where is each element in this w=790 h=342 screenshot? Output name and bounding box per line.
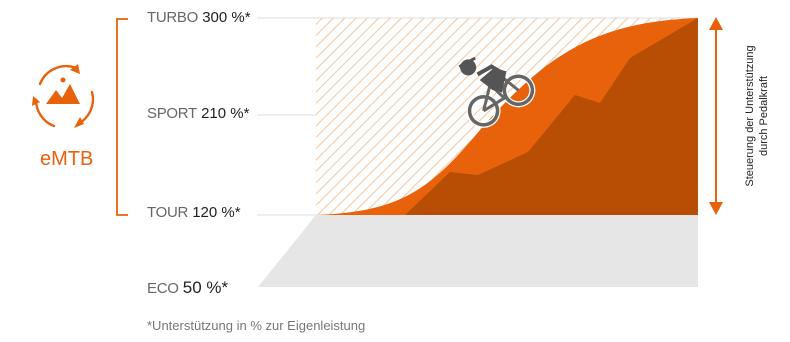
eco-area	[258, 215, 698, 287]
level-value-sport: 210 %*	[201, 105, 250, 122]
double-arrow-icon	[709, 17, 723, 215]
mountain-area	[405, 18, 698, 215]
level-label-eco: ECO 50 %*	[147, 279, 228, 296]
mode-badge-label: eMTB	[40, 148, 94, 170]
side-label-line2: durch Pedalkraft	[758, 76, 770, 156]
level-label-tour: TOUR 120 %*	[147, 205, 241, 220]
level-bracket	[116, 18, 128, 216]
level-value-turbo: 300 %*	[202, 9, 251, 26]
level-name-eco: ECO	[147, 280, 179, 297]
footnote: *Unterstützung in % zur Eigenleistung	[147, 318, 366, 333]
level-value-eco: 50 %*	[182, 278, 229, 297]
level-label-turbo: TURBO 300 %*	[147, 10, 251, 25]
level-value-tour: 120 %*	[192, 204, 241, 221]
side-label-line1: Steuerung der Unterstützung	[744, 45, 756, 186]
level-name-sport: SPORT	[147, 105, 197, 122]
side-label: Steuerung der Unterstützung durch Pedalk…	[737, 26, 777, 206]
mountain-biker-icon	[458, 56, 536, 128]
level-name-tour: TOUR	[147, 204, 189, 221]
emtb-cycle-icon	[32, 64, 95, 128]
level-name-turbo: TURBO	[147, 9, 199, 26]
level-label-sport: SPORT 210 %*	[147, 106, 249, 121]
